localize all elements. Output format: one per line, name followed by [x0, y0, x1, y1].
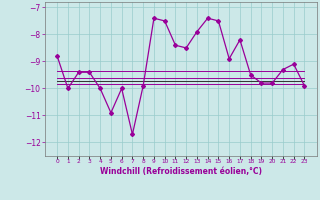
X-axis label: Windchill (Refroidissement éolien,°C): Windchill (Refroidissement éolien,°C)	[100, 167, 262, 176]
